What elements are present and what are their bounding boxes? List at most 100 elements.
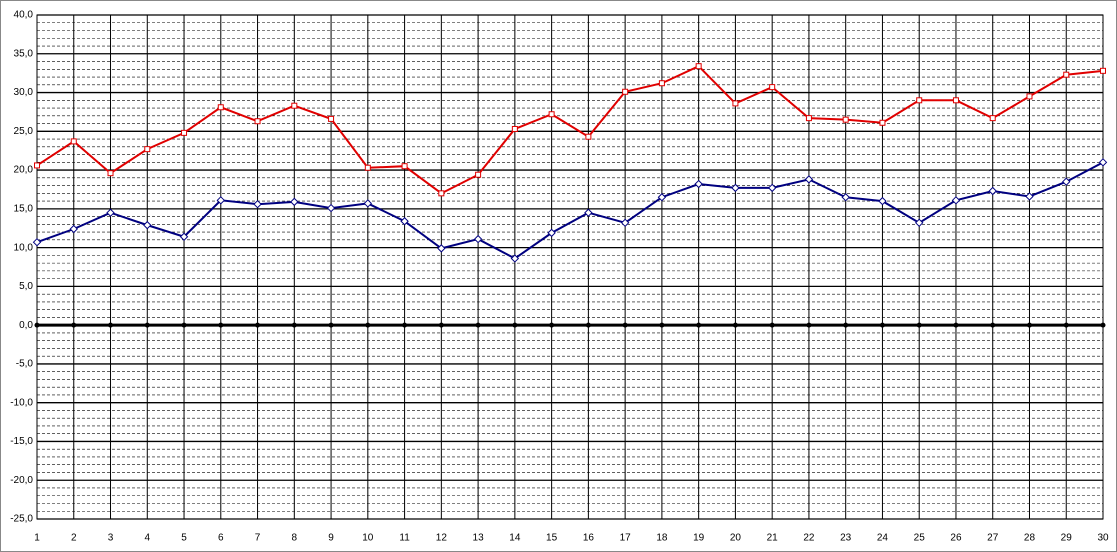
axis-point: [402, 322, 408, 328]
point: [473, 234, 483, 244]
x-tick-label: 10: [362, 533, 374, 544]
x-tick-label: 3: [108, 533, 114, 544]
point: [363, 199, 373, 208]
axis-point: [879, 322, 885, 328]
point: [179, 232, 189, 241]
series-line: [36, 64, 1104, 195]
axis-point: [769, 322, 775, 328]
point: [106, 208, 115, 217]
axis-point: [218, 322, 224, 328]
x-tick-label: 28: [1024, 533, 1036, 544]
y-tick-label: -5,0: [16, 359, 34, 370]
x-tick-label: 8: [292, 533, 298, 544]
point: [732, 100, 739, 107]
y-tick-label: 5,0: [19, 281, 33, 292]
axis-point: [806, 322, 812, 328]
x-tick-label: 15: [546, 533, 558, 544]
point: [878, 196, 887, 206]
axis-point: [696, 322, 702, 328]
point: [253, 199, 262, 209]
point: [548, 111, 555, 118]
y-tick-label: 20,0: [14, 165, 34, 176]
point: [1100, 67, 1106, 74]
point: [217, 104, 224, 111]
point: [914, 218, 924, 228]
point: [364, 164, 371, 171]
y-tick-label: 15,0: [14, 203, 34, 214]
point: [1026, 93, 1033, 100]
x-tick-label: 7: [255, 533, 261, 544]
point: [547, 228, 556, 238]
x-tick-label: 9: [328, 533, 334, 544]
point: [400, 217, 409, 226]
axis-point: [328, 322, 334, 328]
point: [584, 208, 593, 217]
axis-point: [732, 322, 738, 328]
axis-point: [365, 322, 371, 328]
y-tick-label: -15,0: [10, 436, 33, 447]
point: [254, 118, 261, 125]
axis-point: [255, 322, 261, 328]
axis-point: [1026, 322, 1032, 328]
point: [144, 146, 151, 153]
y-tick-label: 10,0: [14, 242, 34, 253]
point: [326, 203, 336, 213]
y-tick-label: 25,0: [14, 126, 34, 137]
point: [32, 237, 42, 247]
point: [328, 115, 335, 122]
point: [70, 138, 77, 145]
point: [143, 220, 152, 230]
axis-point: [953, 322, 959, 328]
point: [1098, 158, 1108, 167]
axis-point: [585, 322, 591, 328]
point: [694, 179, 703, 189]
y-tick-label: -10,0: [10, 397, 33, 408]
axis-point: [916, 322, 922, 328]
axis-point: [108, 322, 114, 328]
x-tick-label: 5: [181, 533, 187, 544]
point: [622, 88, 629, 95]
axis-point: [181, 322, 187, 328]
x-tick-label: 26: [950, 533, 962, 544]
x-tick-label: 16: [583, 533, 595, 544]
point: [916, 97, 923, 104]
axis-point: [990, 322, 996, 328]
x-tick-label: 18: [656, 533, 668, 544]
point: [620, 218, 630, 228]
x-tick-label: 2: [71, 533, 77, 544]
x-tick-label: 17: [620, 533, 632, 544]
x-tick-label: 14: [509, 533, 521, 544]
x-tick-label: 30: [1097, 533, 1109, 544]
axis-point: [1063, 322, 1069, 328]
y-tick-label: 0,0: [19, 320, 33, 331]
point: [767, 183, 777, 193]
point: [731, 183, 740, 193]
point: [107, 170, 114, 177]
point: [989, 115, 996, 122]
point: [879, 119, 886, 126]
point: [291, 102, 298, 109]
x-tick-label: 6: [218, 533, 224, 544]
axis-point: [549, 322, 555, 328]
point: [841, 193, 850, 202]
axis-point: [438, 322, 444, 328]
point: [842, 116, 849, 123]
x-tick-label: 19: [693, 533, 705, 544]
x-tick-label: 22: [803, 533, 815, 544]
point: [585, 133, 592, 140]
x-tick-label: 12: [436, 533, 448, 544]
x-tick-label: 23: [840, 533, 852, 544]
point: [952, 97, 959, 104]
x-tick-label: 24: [877, 533, 889, 544]
point: [181, 129, 188, 136]
x-tick-label: 11: [399, 533, 410, 544]
axis-point: [659, 322, 665, 328]
point: [475, 171, 482, 178]
axis-point: [843, 322, 849, 328]
point: [511, 125, 518, 132]
point: [1025, 192, 1034, 201]
point: [658, 80, 665, 87]
y-tick-label: -20,0: [10, 475, 33, 486]
x-tick-label: 1: [34, 533, 40, 544]
